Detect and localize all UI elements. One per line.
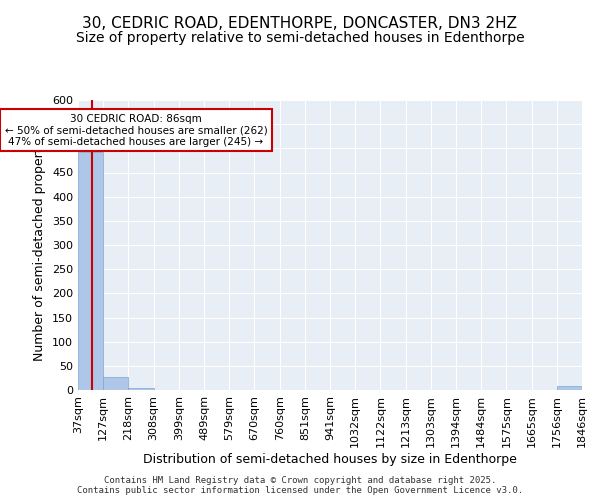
Text: Contains HM Land Registry data © Crown copyright and database right 2025.
Contai: Contains HM Land Registry data © Crown c… — [77, 476, 523, 495]
Text: 30 CEDRIC ROAD: 86sqm
← 50% of semi-detached houses are smaller (262)
47% of sem: 30 CEDRIC ROAD: 86sqm ← 50% of semi-deta… — [5, 114, 268, 146]
Bar — [128, 388, 154, 390]
X-axis label: Distribution of semi-detached houses by size in Edenthorpe: Distribution of semi-detached houses by … — [143, 452, 517, 466]
Y-axis label: Number of semi-detached properties: Number of semi-detached properties — [34, 130, 46, 360]
Bar — [103, 377, 128, 390]
Bar — [78, 152, 103, 390]
Text: 30, CEDRIC ROAD, EDENTHORPE, DONCASTER, DN3 2HZ: 30, CEDRIC ROAD, EDENTHORPE, DONCASTER, … — [83, 16, 517, 31]
Text: Size of property relative to semi-detached houses in Edenthorpe: Size of property relative to semi-detach… — [76, 31, 524, 45]
Bar — [557, 386, 582, 390]
